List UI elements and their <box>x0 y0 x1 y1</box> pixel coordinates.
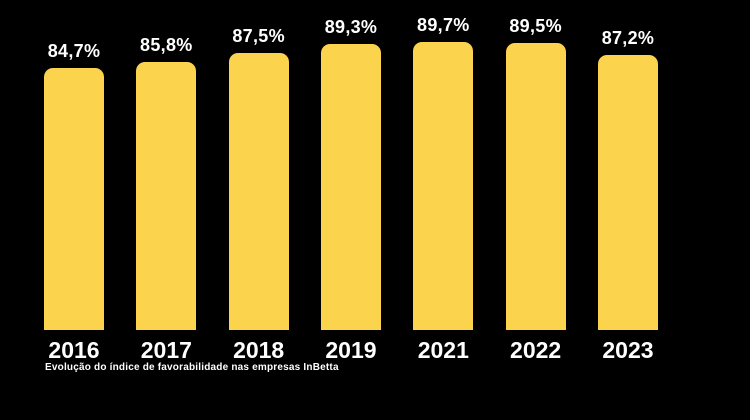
bar-2021 <box>413 42 474 330</box>
bar-area: 89,5% <box>505 0 566 330</box>
bar-area: 84,7% <box>44 0 104 330</box>
x-tick-label-2023: 2023 <box>602 337 654 363</box>
bar-2023 <box>597 55 658 330</box>
bar-value-label: 89,7% <box>417 15 470 35</box>
bar-value-label: 85,8% <box>140 35 193 55</box>
bar-2016 <box>44 68 104 330</box>
bar-columns: 84,7% 2016 85,8% 2017 87,5% 2018 89,3% 2019 89,7… <box>44 0 658 364</box>
x-tick-label-2016: 2016 <box>48 337 100 363</box>
bar-column-2023: 87,2% 2023 <box>597 0 658 364</box>
bar-area: 87,5% <box>228 0 289 330</box>
bar-2019 <box>320 44 381 330</box>
x-tick-label-2017: 2017 <box>140 337 192 363</box>
bar-value-label: 87,5% <box>232 26 285 46</box>
bar-2018 <box>228 53 289 330</box>
bar-value-label: 89,3% <box>324 17 378 37</box>
bar-column-2018: 87,5% 2018 <box>228 0 289 364</box>
bar-chart: 84,7% 2016 85,8% 2017 87,5% 2018 89,3% 2019 89,7… <box>44 0 658 364</box>
bar-column-2019: 89,3% 2019 <box>320 0 381 364</box>
bar-value-label: 89,5% <box>509 16 562 36</box>
bar-area: 89,3% <box>320 0 381 330</box>
bar-value-label: 87,2% <box>601 28 655 48</box>
x-tick-label-2019: 2019 <box>325 337 377 363</box>
bar-value-label: 84,7% <box>47 41 101 61</box>
bar-area: 85,8% <box>136 0 197 330</box>
x-tick-label-2021: 2021 <box>417 337 469 363</box>
bar-column-2017: 85,8% 2017 <box>136 0 197 364</box>
x-tick-label-2022: 2022 <box>510 337 562 363</box>
chart-caption: Evolução do índice de favorabilidade nas… <box>45 362 339 373</box>
bar-column-2016: 84,7% 2016 <box>44 0 104 364</box>
bar-column-2021: 89,7% 2021 <box>413 0 474 364</box>
bar-column-2022: 89,5% 2022 <box>505 0 566 364</box>
bar-area: 87,2% <box>597 0 658 330</box>
bar-2022 <box>505 43 566 330</box>
bar-area: 89,7% <box>413 0 474 330</box>
x-tick-label-2018: 2018 <box>233 337 285 363</box>
bar-2017 <box>136 62 197 330</box>
